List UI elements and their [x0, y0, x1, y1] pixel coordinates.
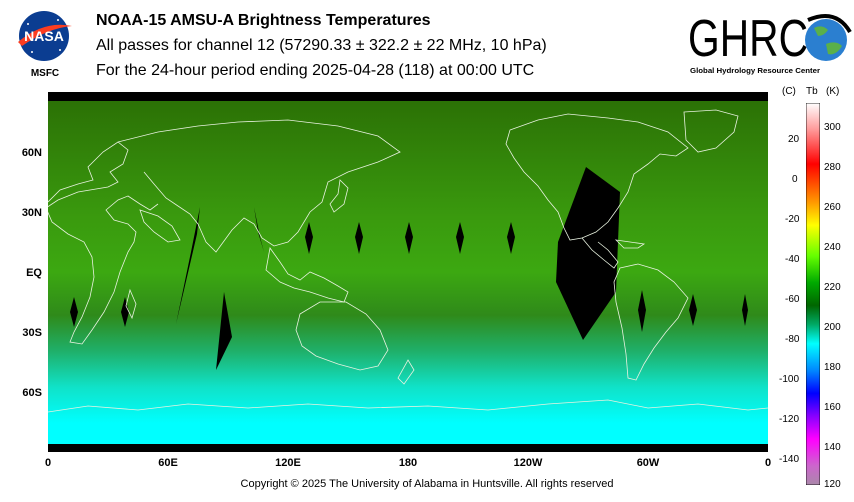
- lat-label: 60S: [22, 387, 42, 399]
- swath-gap: [405, 222, 413, 254]
- kelvin-tick: 180: [824, 362, 841, 373]
- channel-subtitle: All passes for channel 12 (57290.33 ± 32…: [96, 37, 547, 54]
- lat-label: 30S: [22, 327, 42, 339]
- polar-gap-south: [48, 444, 768, 452]
- coast-arabia: [139, 209, 181, 243]
- swath-gap: [456, 222, 464, 254]
- lon-label: 0: [44, 457, 52, 469]
- swath-gap: [689, 294, 697, 326]
- lat-label: 60N: [21, 147, 42, 159]
- tb-field: [48, 92, 768, 452]
- coast-antarctica: [48, 399, 768, 413]
- coast-asia: [117, 119, 401, 253]
- celsius-tick: -40: [785, 254, 800, 265]
- swath-gaps: [70, 167, 748, 370]
- lon-label: 120E: [275, 457, 301, 469]
- celsius-tick: 20: [788, 134, 800, 145]
- copyright-notice: Copyright © 2025 The University of Alaba…: [240, 478, 614, 490]
- polar-gap-north: [48, 92, 768, 101]
- celsius-tick: -80: [785, 334, 800, 345]
- brightness-temperature-map: [48, 92, 768, 452]
- ghrc-logo-subtext: Global Hydrology Resource Center: [690, 66, 820, 75]
- nasa-logo: NASA: [18, 11, 72, 61]
- coast-south-america: [613, 263, 689, 381]
- lon-label: 60E: [158, 457, 178, 469]
- lon-label: 60W: [636, 457, 660, 469]
- celsius-tick: -20: [785, 214, 800, 225]
- celsius-tick: 0: [792, 174, 798, 185]
- swath-gap: [638, 290, 646, 332]
- kelvin-tick: 220: [824, 282, 841, 293]
- kelvin-tick: 300: [824, 122, 841, 133]
- colorbar-unit-tb: Tb: [806, 86, 818, 97]
- lon-label: 180: [398, 457, 418, 469]
- coast-north-america: [505, 113, 689, 241]
- lon-label: 120W: [513, 457, 543, 469]
- ghrc-logo-text: GHRC: [688, 10, 808, 68]
- swath-gap: [305, 222, 313, 254]
- period-subtitle: For the 24-hour period ending 2025-04-28…: [96, 62, 535, 79]
- swath-gap: [355, 222, 363, 254]
- coast-nz: [397, 359, 415, 385]
- ghrc-logo: GHRC Global Hydrology Resource Center: [688, 10, 852, 75]
- coast-caribbean: [614, 239, 646, 249]
- kelvin-tick: 200: [824, 322, 841, 333]
- swath-gap: [216, 292, 232, 370]
- msfc-label: MSFC: [30, 68, 60, 79]
- kelvin-tick: 280: [824, 162, 841, 173]
- swath-gap: [742, 294, 748, 326]
- map-title: NOAA-15 AMSU-A Brightness Temperatures: [96, 12, 431, 29]
- celsius-tick: -100: [779, 374, 800, 385]
- kelvin-tick: 140: [824, 442, 841, 453]
- celsius-tick: -140: [779, 454, 800, 465]
- coast-greenland: [683, 109, 739, 153]
- coast-europe-africa: [48, 141, 159, 345]
- nasa-logo-text: NASA: [24, 28, 64, 44]
- coast-australia: [295, 301, 389, 371]
- coast-japan: [329, 179, 349, 213]
- colorbar: [806, 103, 820, 485]
- swath-gap: [121, 297, 129, 327]
- coast-se-asia: [265, 246, 349, 303]
- celsius-tick: -120: [779, 414, 800, 425]
- kelvin-tick: 240: [824, 242, 841, 253]
- kelvin-tick: 260: [824, 202, 841, 213]
- kelvin-tick: 120: [824, 479, 841, 490]
- coast-central-america: [581, 237, 619, 269]
- swath-gap: [70, 297, 78, 327]
- colorbar-unit-kelvin: (K): [826, 86, 840, 97]
- lat-label: EQ: [26, 267, 42, 279]
- lat-label: 30N: [21, 207, 42, 219]
- swath-gap: [507, 222, 515, 254]
- kelvin-tick: 160: [824, 402, 841, 413]
- coast-madagascar: [125, 288, 137, 320]
- colorbar-unit-celsius: (C): [782, 86, 796, 97]
- celsius-tick: -60: [785, 294, 800, 305]
- colorbar-fill: [806, 103, 820, 485]
- lon-label: 0: [764, 457, 772, 469]
- swath-gap: [556, 167, 620, 340]
- coastlines: [48, 109, 768, 413]
